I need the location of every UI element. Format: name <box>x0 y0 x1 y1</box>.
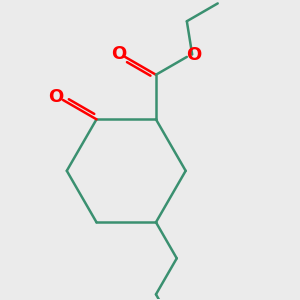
Text: O: O <box>186 46 201 64</box>
Text: O: O <box>111 45 126 63</box>
Text: O: O <box>48 88 63 106</box>
